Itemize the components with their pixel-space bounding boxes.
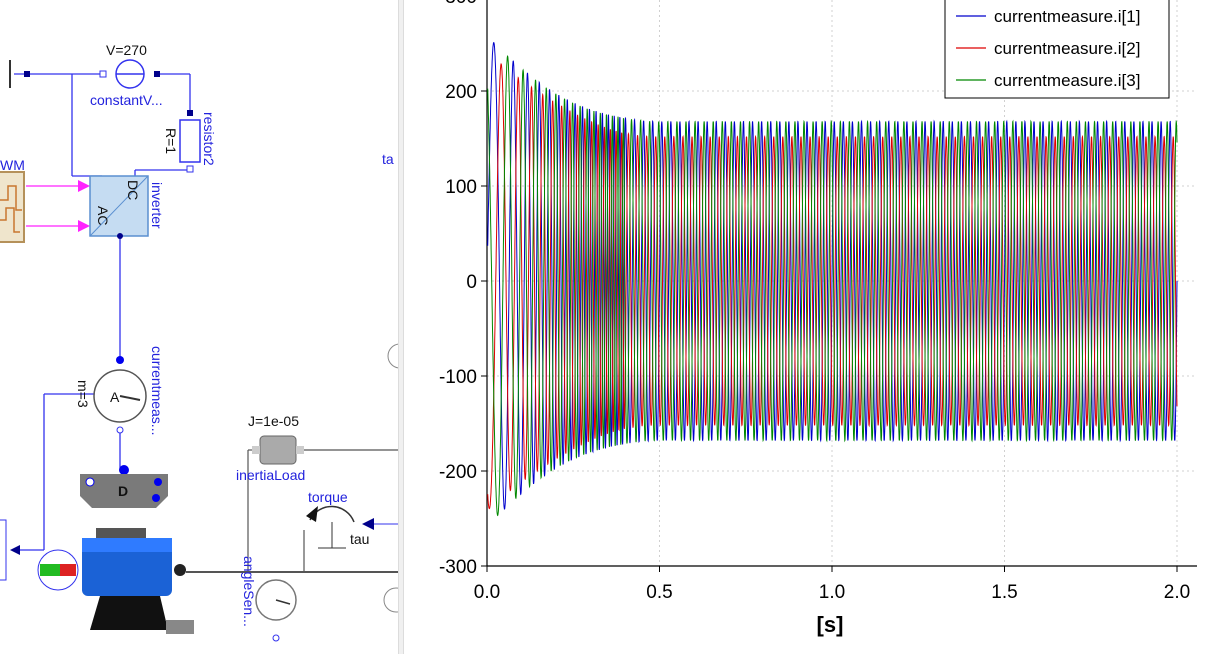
split-handle[interactable] <box>398 0 404 654</box>
voltage-label: V=270 <box>106 42 147 58</box>
y-tick-label: 200 <box>445 82 477 103</box>
resistor[interactable] <box>179 110 201 173</box>
y-tick-label: -100 <box>439 367 477 388</box>
phase-count-label: m=3 <box>75 380 91 408</box>
constant-voltage-source[interactable] <box>99 59 160 89</box>
inverter-dc-label: DC <box>125 180 141 200</box>
chart-axes: 0.0 0.5 1.0 1.5 2.0 -300 -200 -100 0 100 200 300 <box>439 0 1197 603</box>
inertia-value: J=1e-05 <box>248 413 299 429</box>
legend-label: currentmeasure.i[1] <box>994 7 1140 26</box>
x-tick-label: 2.0 <box>1164 582 1190 603</box>
pwm-block[interactable] <box>0 171 90 243</box>
x-axis-label: [s] <box>817 612 844 637</box>
diagram-canvas: V=270 constantV... R=1 resistor2 WM DC A… <box>0 42 398 642</box>
inverter-block[interactable] <box>89 175 149 239</box>
inverter-name: inverter <box>149 182 165 229</box>
model-diagram[interactable]: V=270 constantV... R=1 resistor2 WM DC A… <box>0 0 398 654</box>
y-tick-label: -200 <box>439 462 477 483</box>
current-chart: 0.0 0.5 1.0 1.5 2.0 -300 -200 -100 0 100 200 300 cu… <box>439 0 1197 637</box>
inverter-ac-label: AC <box>95 206 111 225</box>
plot-window[interactable]: 0.0 0.5 1.0 1.5 2.0 -300 -200 -100 0 100 200 300 cu… <box>404 0 1208 654</box>
chart-series <box>487 41 1178 517</box>
chart-legend: currentmeasure.i[1] currentmeasure.i[2] cu… <box>944 0 1170 99</box>
x-tick-label: 0.5 <box>646 582 672 603</box>
electric-motor[interactable] <box>82 528 194 634</box>
tau-label: tau <box>350 531 369 547</box>
series-line-1 <box>487 41 1178 510</box>
current-sensor-name: currentmeas... <box>149 346 165 435</box>
resistor-value: R=1 <box>163 128 179 154</box>
status-indicator <box>37 549 79 591</box>
torque-source[interactable] <box>306 505 398 549</box>
legend-label: currentmeasure.i[2] <box>994 39 1140 58</box>
y-tick-label: 0 <box>466 272 477 293</box>
constant-voltage-name: constantV... <box>90 92 163 108</box>
y-tick-label: 300 <box>445 0 477 8</box>
angle-sensor[interactable] <box>255 579 297 642</box>
legend-label: currentmeasure.i[3] <box>994 71 1140 90</box>
tau-reference-label: ta <box>382 151 394 167</box>
y-tick-label: -300 <box>439 557 477 578</box>
current-sensor[interactable] <box>93 356 147 434</box>
y-tick-label: 100 <box>445 177 477 198</box>
series-line-3 <box>487 55 1178 517</box>
angle-sensor-name: angleSen... <box>241 556 257 627</box>
x-tick-label: 0.0 <box>474 582 500 603</box>
torque-name: torque <box>308 489 348 505</box>
motor-d-letter: D <box>118 483 128 499</box>
inertia-load[interactable] <box>252 435 304 465</box>
x-tick-label: 1.5 <box>991 582 1017 603</box>
inertia-name: inertiaLoad <box>236 467 305 483</box>
resistor-name: resistor2 <box>201 112 217 166</box>
ammeter-letter: A <box>110 389 120 405</box>
x-tick-label: 1.0 <box>819 582 845 603</box>
pwm-label: WM <box>0 157 25 173</box>
motor-connector[interactable] <box>80 465 168 508</box>
